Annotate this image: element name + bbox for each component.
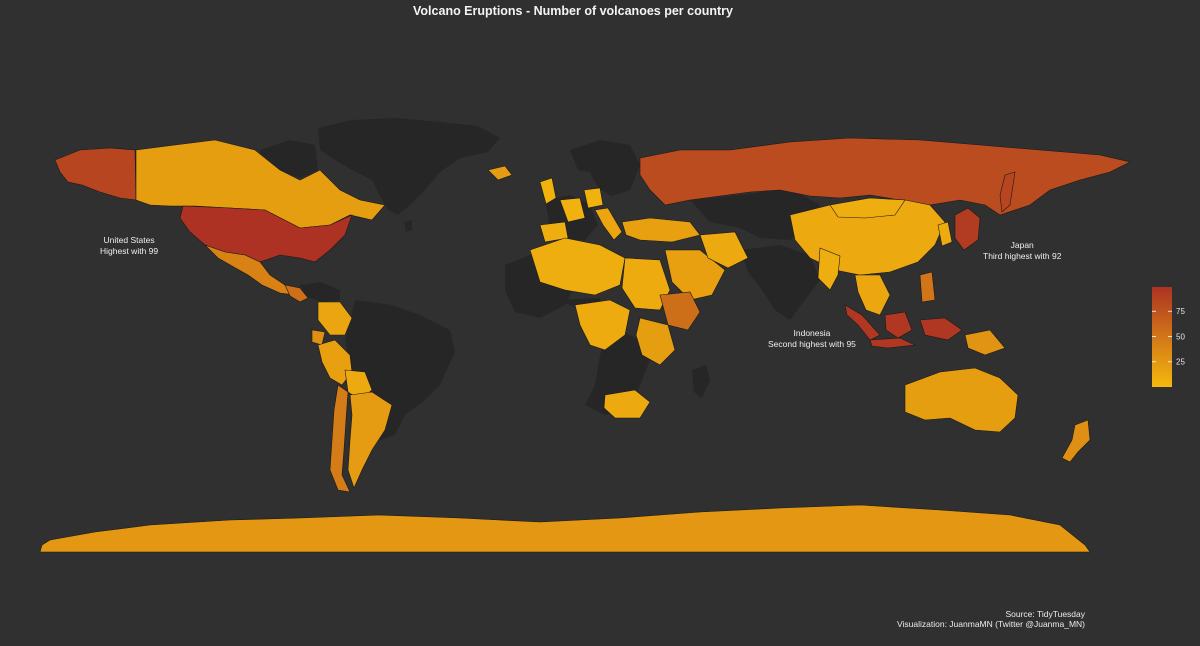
country-indochina (854, 274, 891, 316)
country-algeria-libya (529, 237, 626, 296)
color-legend: 25 50 75 (1152, 287, 1185, 387)
annotation-text: Highest with 99 (100, 246, 159, 256)
country-ethiopia (659, 291, 701, 331)
country-india-nepal (817, 247, 841, 291)
central-africa-nodata-shape (560, 298, 650, 415)
annotation-text: Third highest with 92 (983, 251, 1062, 261)
annotation-japan: Japan Third highest with 92 (983, 240, 1061, 262)
country-antarctica (39, 504, 1091, 553)
annotation-text: Second highest with 95 (768, 339, 856, 349)
country-germany (583, 187, 604, 209)
legend-tick-label: 75 (1176, 307, 1185, 316)
country-argentina (347, 391, 393, 489)
annotation-country: Japan (1010, 240, 1034, 250)
central-america-nodata-shape (300, 282, 340, 302)
annotation-united-states: United States Highest with 99 (100, 235, 158, 257)
country-usa (179, 205, 353, 263)
madagascar-shape (692, 365, 710, 398)
country-japan (954, 207, 981, 251)
country-west-africa (574, 299, 631, 351)
country-iceland (487, 165, 513, 181)
legend-tick-label: 50 (1176, 332, 1185, 341)
countries-layer (39, 137, 1131, 553)
south-asia-nodata-shape (740, 245, 820, 320)
legend-color-bar (1152, 287, 1172, 387)
country-korea (937, 221, 953, 247)
country-mongolia (829, 197, 906, 219)
no-data-land-layer (260, 118, 820, 440)
scandinavia-shape (570, 140, 640, 196)
country-indonesia-java (869, 337, 917, 349)
country-colombia (317, 301, 353, 336)
country-iran (699, 231, 749, 269)
country-kamchatka (999, 171, 1016, 213)
annotation-indonesia: Indonesia Second highest with 95 (768, 328, 856, 350)
country-indonesia-borneo (884, 311, 913, 339)
country-canada (135, 139, 386, 229)
country-france (559, 197, 586, 223)
country-guatemala-etc (284, 284, 309, 303)
legend-tick-label: 25 (1176, 358, 1185, 367)
south-greenland-shape (404, 220, 412, 232)
country-ecuador (311, 329, 326, 346)
country-east-africa (635, 317, 676, 366)
country-png (964, 329, 1006, 356)
country-philippines (919, 271, 936, 303)
country-arabia (664, 249, 726, 301)
legend-ticks: 25 50 75 (1152, 307, 1185, 367)
greenland-shape (318, 118, 500, 215)
country-indonesia-east (919, 317, 963, 341)
caption-credit: Visualization: JuanmaMN (Twitter @Juanma… (897, 619, 1085, 629)
country-spain (539, 221, 569, 243)
country-alaska (54, 147, 137, 201)
central-asia-nodata-shape (690, 188, 820, 240)
caption: Source: TidyTuesday Visualization: Juanm… (897, 609, 1085, 629)
country-italy (594, 207, 623, 241)
country-uk (539, 177, 557, 205)
annotation-country: Indonesia (793, 328, 831, 338)
country-new-zealand (1061, 419, 1091, 463)
country-australia (904, 367, 1019, 433)
chart-title: Volcano Eruptions - Number of volcanoes … (413, 4, 733, 18)
annotation-country: United States (103, 235, 155, 245)
country-greece-turkey (621, 217, 701, 243)
country-south-africa (603, 389, 651, 419)
caption-source: Source: TidyTuesday (1005, 609, 1085, 619)
country-chile (329, 384, 351, 493)
country-egypt-sudan (621, 257, 671, 311)
